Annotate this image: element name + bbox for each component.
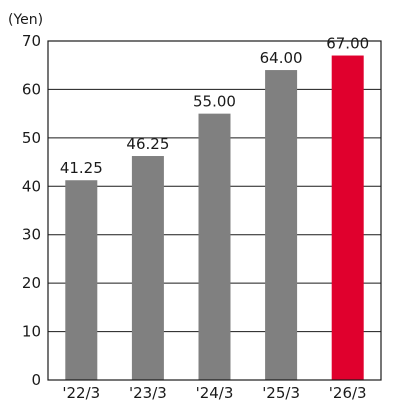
plot-frame bbox=[47, 40, 382, 381]
x-tick-label: '23/3 bbox=[129, 384, 167, 400]
data-label: 46.25 bbox=[126, 135, 169, 153]
x-tick-label: '22/3 bbox=[62, 384, 100, 400]
bar bbox=[131, 156, 164, 380]
y-axis-unit-label: (Yen) bbox=[8, 12, 43, 28]
y-tick-label: 50 bbox=[22, 129, 41, 147]
data-label: 55.00 bbox=[193, 93, 236, 111]
x-axis-ticks: '22/3 '23/3 '24/3 '25/3 '26/3 bbox=[62, 384, 366, 400]
bar bbox=[65, 180, 98, 380]
x-tick-label: '26/3 bbox=[329, 384, 367, 400]
y-tick-label: 10 bbox=[22, 323, 41, 341]
y-tick-label: 70 bbox=[22, 32, 41, 50]
data-label: 67.00 bbox=[326, 35, 369, 53]
bar bbox=[331, 55, 364, 381]
bar bbox=[198, 113, 231, 381]
y-tick-label: 40 bbox=[22, 177, 41, 195]
data-labels: 41.25 46.25 55.00 64.00 67.00 bbox=[60, 35, 369, 178]
bars bbox=[65, 55, 364, 381]
y-tick-label: 0 bbox=[31, 371, 41, 389]
y-tick-label: 20 bbox=[22, 274, 41, 292]
bar bbox=[265, 70, 298, 381]
data-label: 41.25 bbox=[60, 159, 103, 177]
x-tick-label: '24/3 bbox=[196, 384, 234, 400]
data-label: 64.00 bbox=[260, 49, 303, 67]
y-axis-ticks: 0 10 20 30 40 50 60 70 bbox=[22, 32, 41, 389]
y-tick-label: 60 bbox=[22, 80, 41, 98]
x-tick-label: '25/3 bbox=[262, 384, 300, 400]
y-tick-label: 30 bbox=[22, 226, 41, 244]
